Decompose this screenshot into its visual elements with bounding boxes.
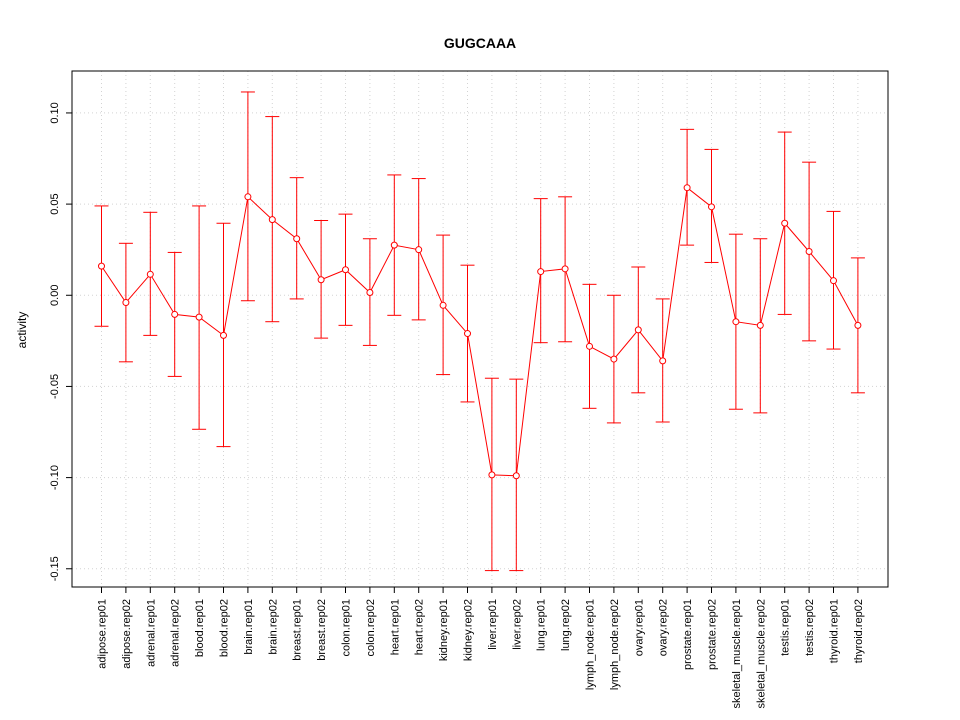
- x-tick-label: heart.rep02: [414, 599, 426, 655]
- y-tick-label: -0.05: [49, 374, 61, 399]
- x-tick-label: testis.rep02: [804, 599, 816, 656]
- data-point: [756, 321, 764, 329]
- data-point: [488, 471, 496, 479]
- data-point: [122, 299, 130, 307]
- x-tick-label: lung.rep02: [560, 599, 572, 651]
- x-tick-label: prostate.rep01: [682, 599, 694, 670]
- data-point: [683, 184, 691, 192]
- x-tick-label: thyroid.rep01: [829, 599, 841, 663]
- data-point: [732, 318, 740, 326]
- data-point: [390, 241, 398, 249]
- plot-area-border: [71, 70, 889, 588]
- data-point: [439, 301, 447, 309]
- data-point: [659, 357, 667, 365]
- x-tick-label: skeletal_muscle.rep02: [755, 599, 767, 708]
- data-point: [317, 276, 325, 284]
- x-tick-label: ovary.rep01: [633, 599, 645, 656]
- x-tick-label: lymph_node.rep01: [585, 599, 597, 690]
- x-tick-label: adipose.rep02: [121, 599, 133, 669]
- chart-title: GUGCAAA: [444, 35, 516, 51]
- y-tick-label: 0.05: [49, 193, 61, 214]
- data-point: [195, 313, 203, 321]
- x-tick-label: adrenal.rep02: [170, 599, 182, 667]
- data-point: [220, 331, 227, 339]
- data-point: [708, 203, 715, 211]
- x-tick-label: kidney.rep02: [463, 599, 475, 661]
- data-point: [512, 472, 520, 480]
- x-tick-label: colon.rep02: [365, 599, 377, 657]
- axes: 0.10 0.05 0.00 -0.05 -0.10 -0.15 adipose.rep01…: [49, 102, 865, 708]
- x-tick-label: brain.rep02: [267, 599, 279, 655]
- y-tick-label: 0.10: [49, 102, 61, 123]
- data-point: [610, 355, 618, 363]
- data-point: [146, 270, 154, 278]
- x-tick-label: breast.rep02: [316, 599, 328, 661]
- x-tick-label: lymph_node.rep02: [609, 599, 621, 690]
- x-tick-label: thyroid.rep02: [853, 599, 865, 663]
- y-tick-label: 0.00: [49, 285, 61, 306]
- data-point: [244, 193, 252, 201]
- data-point: [781, 219, 789, 227]
- data-point: [464, 330, 471, 338]
- series: [94, 91, 865, 572]
- data-point: [171, 310, 179, 318]
- data-point: [537, 268, 545, 276]
- x-tick-label: blood.rep01: [194, 599, 206, 657]
- x-tick-label: lung.rep01: [536, 599, 548, 651]
- data-point: [342, 266, 349, 274]
- x-tick-label: testis.rep01: [780, 599, 792, 656]
- x-tick-label: ovary.rep02: [658, 599, 670, 656]
- data-point: [805, 248, 813, 256]
- x-tick-label: liver.rep02: [511, 599, 523, 650]
- x-tick-label: skeletal_muscle.rep01: [731, 599, 743, 708]
- x-tick-label: breast.rep01: [292, 599, 304, 661]
- x-tick-label: brain.rep01: [243, 599, 255, 655]
- x-tick-label: adipose.rep01: [97, 599, 109, 669]
- x-tick-label: adrenal.rep01: [145, 599, 157, 667]
- data-point: [415, 246, 423, 254]
- data-point: [634, 326, 642, 334]
- data-point: [586, 342, 593, 350]
- data-point: [561, 265, 569, 273]
- data-point: [366, 289, 374, 297]
- x-tick-label: blood.rep02: [219, 599, 231, 657]
- y-tick-label: -0.10: [49, 465, 61, 490]
- x-tick-label: prostate.rep02: [707, 599, 719, 670]
- series-line: [101, 186, 859, 477]
- y-tick-label: -0.15: [49, 556, 61, 581]
- x-tick-label: liver.rep01: [487, 599, 499, 650]
- data-point: [830, 277, 837, 285]
- data-point: [854, 321, 862, 329]
- y-axis-label: activity: [15, 312, 29, 349]
- data-point: [98, 262, 105, 270]
- data-point: [268, 216, 276, 224]
- data-point: [293, 235, 301, 243]
- grid: [72, 71, 888, 587]
- x-tick-label: kidney.rep01: [438, 599, 450, 661]
- x-tick-label: colon.rep01: [341, 599, 353, 657]
- x-tick-label: heart.rep01: [389, 599, 401, 655]
